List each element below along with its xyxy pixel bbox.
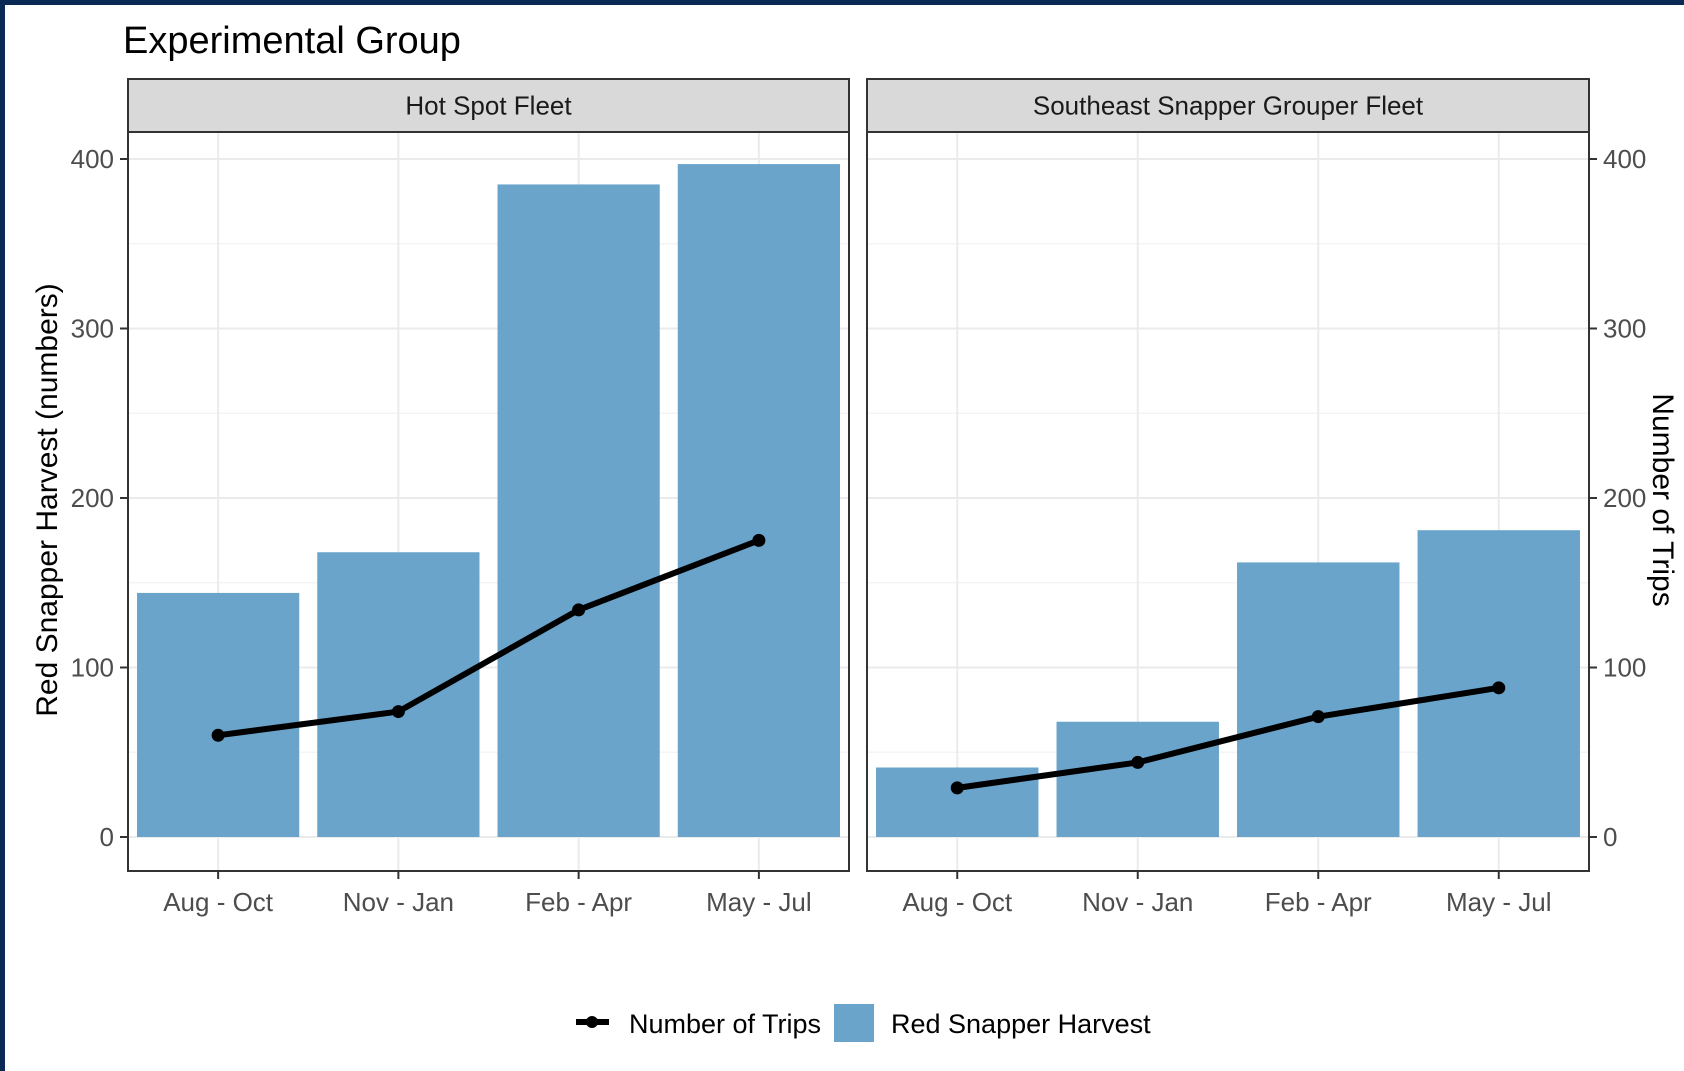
- trips-point: [211, 728, 225, 742]
- x-tick-label: Feb - Apr: [525, 887, 632, 917]
- y-tick-label-left: 100: [71, 653, 114, 683]
- panels-layer: Hot Spot Fleet Aug - Oct Nov - Jan Feb - Ap…: [71, 78, 1646, 917]
- trips-line: [956, 684, 1500, 791]
- x-tick-label: May - Jul: [706, 887, 811, 917]
- bar-aug-oct: [137, 592, 300, 837]
- figure-frame: Experimental Group Red Snapper Harvest (…: [5, 5, 1684, 1071]
- y-tick-label-right: 400: [1603, 144, 1646, 174]
- panel-1: Hot Spot Fleet Aug - Oct Nov - Jan Feb - Ap…: [71, 78, 850, 917]
- panel-2: Southeast Snapper Grouper Fleet Aug - Oct…: [866, 78, 1646, 917]
- trips-point: [391, 705, 405, 719]
- y-tick-label-right: 100: [1603, 653, 1646, 683]
- facet-strip-label: Southeast Snapper Grouper Fleet: [1033, 91, 1424, 121]
- trips-point: [950, 781, 964, 795]
- bar-nov-jan: [1056, 721, 1219, 837]
- x-tick-label: Nov - Jan: [343, 887, 454, 917]
- x-tick-label: Aug - Oct: [902, 887, 1013, 917]
- trips-point: [572, 603, 586, 617]
- facet-strip: [866, 78, 1590, 133]
- x-tick-label: Nov - Jan: [1082, 887, 1193, 917]
- trips-line: [217, 537, 760, 739]
- chart-title: Experimental Group: [123, 20, 461, 62]
- trips-point: [1131, 755, 1145, 769]
- bar-nov-jan: [317, 552, 480, 837]
- bar-feb-apr: [1237, 562, 1400, 837]
- legend-line-label: Number of Trips: [629, 1009, 821, 1039]
- legend-bar-label: Red Snapper Harvest: [891, 1009, 1151, 1039]
- legend-line-key-point: [586, 1016, 598, 1028]
- x-tick-label: May - Jul: [1446, 887, 1551, 917]
- y-axis-label-right: Number of Trips: [1646, 393, 1679, 606]
- x-tick-label: Aug - Oct: [163, 887, 274, 917]
- y-axis-label-left: Red Snapper Harvest (numbers): [31, 283, 64, 717]
- y-tick-label-right: 0: [1603, 822, 1617, 852]
- legend-bar-key: [834, 1004, 874, 1042]
- chart: Experimental Group Red Snapper Harvest (…: [31, 20, 1679, 1042]
- facet-strip-label: Hot Spot Fleet: [405, 91, 572, 121]
- trips-point: [1311, 710, 1325, 724]
- y-tick-label-left: 400: [71, 144, 114, 174]
- y-tick-label-left: 0: [100, 822, 114, 852]
- bar-may-jul: [677, 164, 840, 837]
- y-tick-label-right: 300: [1603, 314, 1646, 344]
- trips-point: [1492, 681, 1506, 695]
- legend: Number of Trips Red Snapper Harvest: [576, 1004, 1151, 1042]
- y-tick-label-left: 200: [71, 483, 114, 513]
- trips-point: [752, 533, 766, 547]
- y-tick-label-left: 300: [71, 314, 114, 344]
- x-tick-label: Feb - Apr: [1265, 887, 1372, 917]
- y-tick-label-right: 200: [1603, 483, 1646, 513]
- bar-feb-apr: [497, 184, 660, 838]
- facet-strip: [127, 78, 850, 133]
